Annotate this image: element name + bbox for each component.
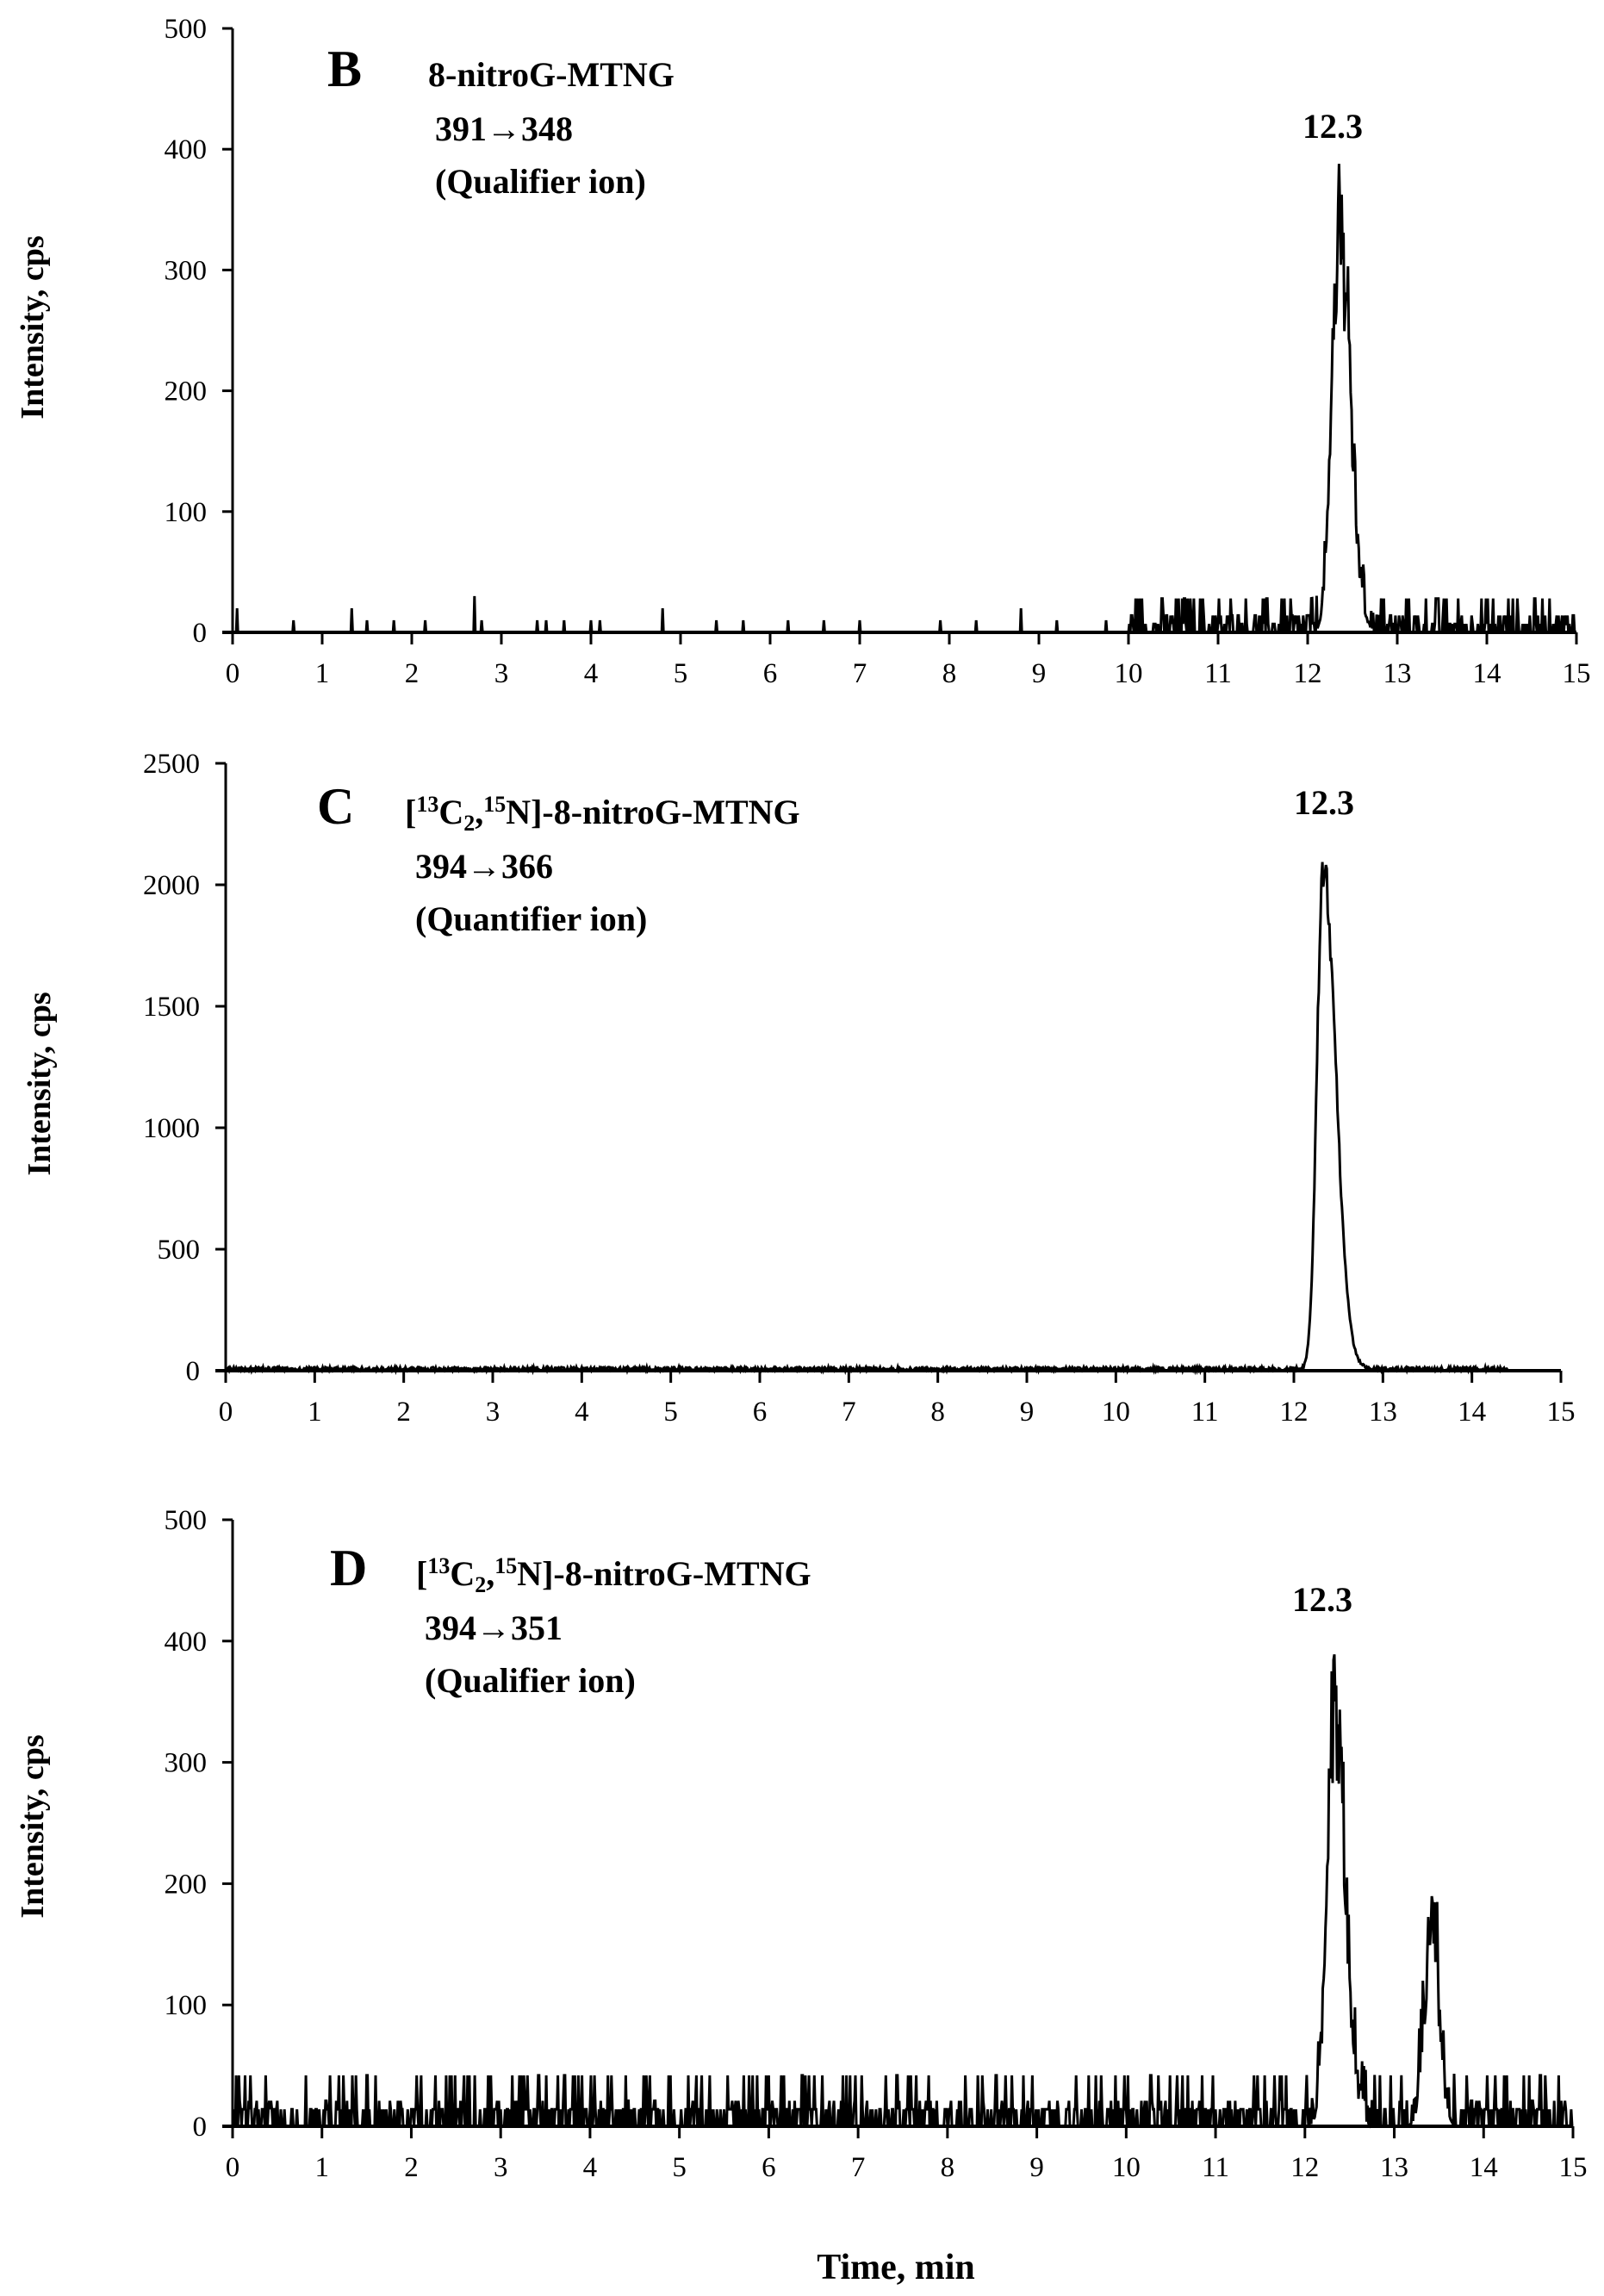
x-tick-label: 8	[941, 2152, 955, 2183]
panel-d-peak-label: 12.3	[1292, 1580, 1352, 1619]
x-tick-label: 4	[575, 1397, 589, 1428]
x-axis-title: Time, min	[817, 2248, 975, 2287]
panel-c-transition: 394→366	[415, 847, 553, 886]
y-tick-label: 400	[165, 1627, 208, 1658]
x-tick-label: 8	[942, 658, 957, 689]
panel-c-letter: C	[317, 778, 354, 835]
y-tick-label: 100	[165, 1990, 208, 2021]
y-tick-label: 2000	[143, 870, 200, 901]
x-tick-label: 1	[314, 2152, 329, 2183]
x-tick-label: 7	[842, 1397, 856, 1428]
x-tick-label: 1	[315, 658, 330, 689]
y-tick-label: 500	[165, 1505, 208, 1536]
panel-d-trace	[231, 1654, 1574, 2129]
panel-c-peak-label: 12.3	[1294, 783, 1354, 822]
y-tick-label: 300	[165, 1748, 208, 1779]
panel-c-y-axis-title: Intensity, cps	[22, 992, 58, 1175]
x-tick-label: 9	[1032, 658, 1047, 689]
x-tick-label: 12	[1290, 2152, 1319, 2183]
x-tick-label: 1	[308, 1397, 322, 1428]
y-tick-label: 0	[193, 2112, 208, 2143]
x-tick-label: 8	[930, 1397, 945, 1428]
x-tick-label: 0	[226, 658, 240, 689]
y-tick-label: 500	[158, 1235, 201, 1266]
y-tick-label: 500	[165, 14, 208, 45]
x-tick-label: 3	[494, 658, 509, 689]
x-tick-label: 14	[1470, 2152, 1498, 2183]
y-tick-label: 2500	[143, 749, 200, 780]
panel-b-ion-type: (Qualifier ion)	[435, 162, 646, 201]
x-tick-label: 2	[404, 2152, 419, 2183]
x-tick-label: 4	[584, 658, 599, 689]
panel-d-compound: [13C2,15N]-8-nitroG-MTNG	[416, 1553, 811, 1597]
panel-d-y-axis-title: Intensity, cps	[15, 1734, 51, 1918]
x-tick-label: 0	[219, 1397, 233, 1428]
x-tick-label: 9	[1029, 2152, 1044, 2183]
x-tick-label: 11	[1191, 1397, 1219, 1428]
x-tick-label: 11	[1204, 658, 1232, 689]
x-tick-label: 5	[672, 2152, 687, 2183]
x-tick-label: 13	[1380, 2152, 1408, 2183]
x-tick-label: 3	[494, 2152, 508, 2183]
x-tick-label: 11	[1202, 2152, 1229, 2183]
panel-c-compound: [13C2,15N]-8-nitroG-MTNG	[405, 792, 800, 836]
x-tick-label: 15	[1563, 658, 1591, 689]
panel-c-ion-type: (Quantifier ion)	[415, 899, 647, 938]
panel-b-letter: B	[327, 40, 362, 97]
y-tick-label: 200	[165, 376, 208, 408]
y-tick-label: 1000	[143, 1113, 200, 1144]
x-tick-label: 10	[1112, 2152, 1141, 2183]
x-tick-label: 13	[1383, 658, 1412, 689]
x-tick-label: 5	[674, 658, 688, 689]
x-tick-label: 14	[1458, 1397, 1486, 1428]
panel-b-compound: 8-nitroG-MTNG	[428, 55, 675, 94]
x-tick-label: 4	[583, 2152, 598, 2183]
x-tick-label: 15	[1559, 2152, 1588, 2183]
x-tick-label: 7	[853, 658, 867, 689]
x-tick-label: 0	[226, 2152, 240, 2183]
x-tick-label: 15	[1547, 1397, 1576, 1428]
y-tick-label: 200	[165, 1869, 208, 1900]
panel-d-letter: D	[330, 1540, 367, 1596]
x-tick-label: 9	[1020, 1397, 1035, 1428]
panel-b-peak-label: 12.3	[1302, 107, 1363, 146]
y-tick-label: 400	[165, 134, 208, 165]
y-tick-label: 0	[193, 618, 208, 649]
x-tick-label: 12	[1280, 1397, 1309, 1428]
x-tick-label: 6	[762, 2152, 776, 2183]
y-tick-label: 300	[165, 255, 208, 286]
panel-b-trace	[233, 164, 1576, 634]
y-tick-label: 100	[165, 497, 208, 528]
panel-d-transition: 394→351	[425, 1608, 563, 1647]
y-tick-label: 1500	[143, 992, 200, 1023]
x-tick-label: 2	[405, 658, 420, 689]
x-tick-label: 6	[753, 1397, 768, 1428]
x-tick-label: 12	[1294, 658, 1322, 689]
x-tick-label: 10	[1102, 1397, 1130, 1428]
x-tick-label: 2	[396, 1397, 411, 1428]
y-tick-label: 0	[186, 1356, 201, 1387]
panel-d-ion-type: (Qualifier ion)	[425, 1661, 636, 1700]
panel-c-trace	[225, 862, 1561, 1376]
panel-b-y-axis-title: Intensity, cps	[15, 235, 51, 419]
x-tick-label: 6	[763, 658, 778, 689]
x-tick-label: 14	[1473, 658, 1501, 689]
panel-b-transition: 391→348	[435, 109, 573, 148]
x-tick-label: 5	[663, 1397, 678, 1428]
x-tick-label: 13	[1369, 1397, 1397, 1428]
x-tick-label: 10	[1115, 658, 1143, 689]
x-tick-label: 3	[486, 1397, 500, 1428]
x-tick-label: 7	[851, 2152, 866, 2183]
